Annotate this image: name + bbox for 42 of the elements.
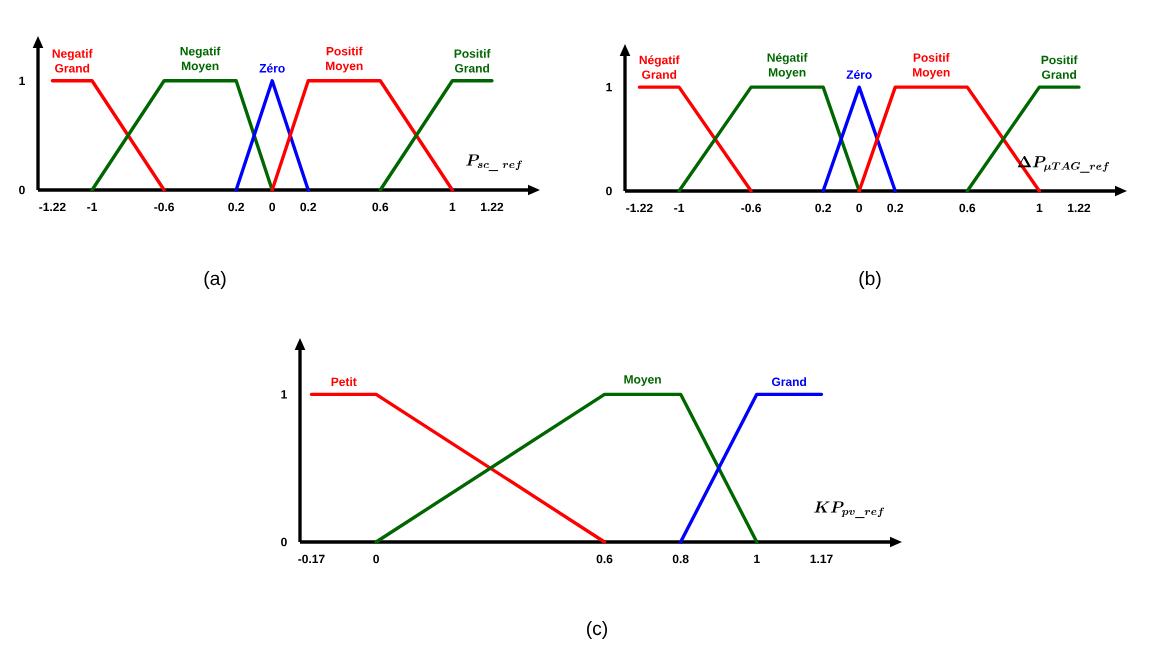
x-tick-label: 0.8 xyxy=(672,554,689,564)
series-label: Negatif Moyen xyxy=(180,46,221,73)
x-tick-label: 0 xyxy=(856,203,863,213)
x-tick-label: -1 xyxy=(674,203,685,212)
x-tick-label: 1 xyxy=(754,554,760,563)
series-label: Petit xyxy=(331,377,357,387)
x-tick-label: 0.2 xyxy=(300,202,317,212)
series-label: Positif Grand xyxy=(1041,55,1078,79)
x-tick-label: -0.6 xyxy=(741,203,762,213)
text: (b) xyxy=(859,271,881,289)
x-tick-label: 0.2 xyxy=(228,202,245,212)
x-axis-title: $\bm{P_{sc\_\ ref}}$ xyxy=(466,154,523,172)
x-tick-label: 0.2 xyxy=(887,203,904,213)
x-tick-label: -1 xyxy=(87,202,98,211)
x-tick-label: -0.17 xyxy=(298,554,325,564)
series-label: Moyen xyxy=(624,375,661,387)
series-label: Négatif Grand xyxy=(639,55,680,79)
x-tick-label: 0.6 xyxy=(596,554,613,564)
series-label: Grand xyxy=(771,377,807,387)
series-label: Positif Grand xyxy=(454,49,491,73)
x-tick-label: 0 xyxy=(269,202,276,212)
x-tick-label: 0 xyxy=(373,554,379,564)
x-tick-label: 1.22 xyxy=(1068,203,1091,213)
x-tick-label: 0.6 xyxy=(959,203,976,213)
x-tick-label: 1 xyxy=(449,202,456,211)
series-label: Zéro xyxy=(846,69,872,79)
x-tick-label: -1.22 xyxy=(626,203,653,213)
text: (a) xyxy=(204,271,226,289)
x-tick-label: -1.22 xyxy=(39,202,66,212)
x-tick-label: 1.17 xyxy=(810,554,833,563)
series-label: Positif Moyen xyxy=(913,53,950,79)
x-axis-title: $\bm{KP_{pv\_ref}}$ xyxy=(814,501,885,519)
x-tick-label: 0.2 xyxy=(815,203,832,213)
series-label: Négatif Moyen xyxy=(767,52,808,79)
series-label: Zéro xyxy=(259,63,285,73)
text: (c) xyxy=(587,621,608,639)
x-tick-label: -0.6 xyxy=(154,202,174,212)
x-tick-label: 1.22 xyxy=(481,202,504,212)
x-tick-label: 1 xyxy=(1036,203,1043,212)
series-label: Negatif Grand xyxy=(52,49,93,73)
series-label: Positif Moyen xyxy=(326,46,363,73)
x-tick-label: 0.6 xyxy=(372,202,389,212)
